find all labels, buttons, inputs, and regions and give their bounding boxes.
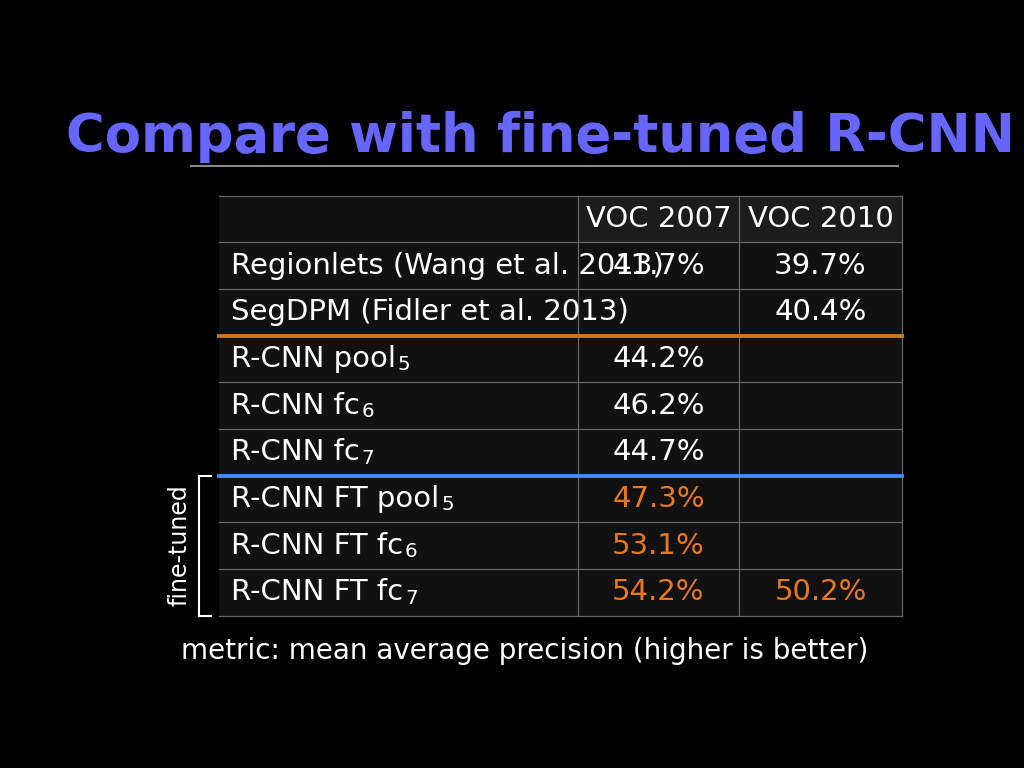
Text: 39.7%: 39.7%	[774, 252, 867, 280]
Text: 5: 5	[441, 495, 454, 515]
Text: 41.7%: 41.7%	[612, 252, 705, 280]
Text: 54.2%: 54.2%	[612, 578, 705, 606]
Text: 44.7%: 44.7%	[612, 439, 705, 466]
Text: 6: 6	[361, 402, 374, 421]
Text: fine-tuned: fine-tuned	[168, 485, 191, 607]
Text: SegDPM (Fidler et al. 2013): SegDPM (Fidler et al. 2013)	[231, 298, 629, 326]
Text: 6: 6	[404, 542, 418, 561]
Text: R-CNN FT fc: R-CNN FT fc	[231, 578, 403, 606]
Text: 46.2%: 46.2%	[612, 392, 705, 419]
Text: Compare with fine-tuned R-CNN: Compare with fine-tuned R-CNN	[67, 111, 1015, 163]
Text: 7: 7	[361, 449, 375, 468]
Text: 7: 7	[404, 589, 418, 607]
Text: Regionlets (Wang et al. 2013): Regionlets (Wang et al. 2013)	[231, 252, 664, 280]
Text: VOC 2010: VOC 2010	[748, 205, 893, 233]
Text: VOC 2007: VOC 2007	[586, 205, 731, 233]
Text: 40.4%: 40.4%	[774, 298, 866, 326]
Text: R-CNN pool: R-CNN pool	[231, 345, 396, 373]
FancyBboxPatch shape	[219, 196, 902, 615]
Text: 5: 5	[397, 356, 411, 375]
FancyBboxPatch shape	[739, 196, 902, 242]
Text: metric: mean average precision (higher is better): metric: mean average precision (higher i…	[181, 637, 868, 665]
FancyBboxPatch shape	[578, 196, 739, 242]
Text: 50.2%: 50.2%	[774, 578, 866, 606]
Text: 44.2%: 44.2%	[612, 345, 705, 373]
Text: 53.1%: 53.1%	[612, 531, 705, 560]
Text: R-CNN fc: R-CNN fc	[231, 439, 360, 466]
Text: R-CNN FT fc: R-CNN FT fc	[231, 531, 403, 560]
Text: R-CNN FT pool: R-CNN FT pool	[231, 485, 439, 513]
Text: 47.3%: 47.3%	[612, 485, 705, 513]
Text: R-CNN fc: R-CNN fc	[231, 392, 360, 419]
